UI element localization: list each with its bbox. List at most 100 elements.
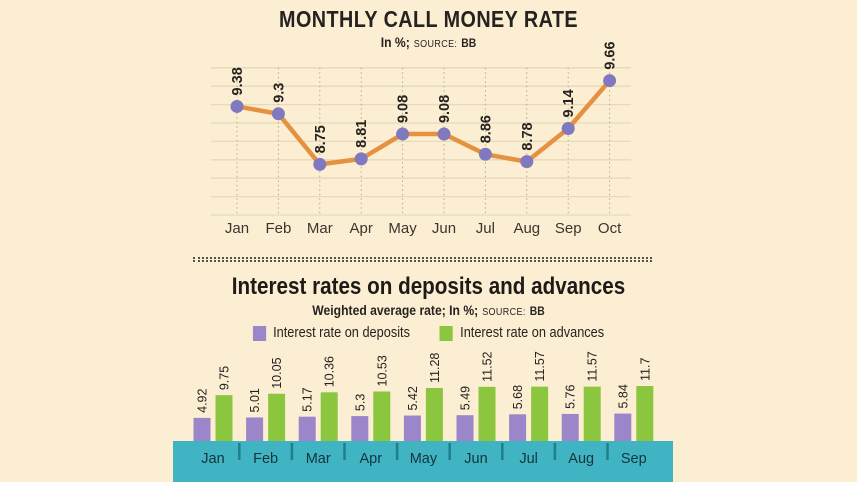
data-point — [354, 152, 368, 166]
interest-rates-title: Interest rates on deposits and advances — [231, 273, 626, 300]
month-label: Feb — [253, 451, 278, 467]
source-value: BB — [461, 38, 477, 50]
deposit-value-label: 5.49 — [459, 386, 473, 410]
deposit-bar — [456, 415, 474, 441]
source-value: BB — [529, 306, 545, 318]
value-label: 9.14 — [561, 89, 577, 117]
deposit-bar — [246, 417, 264, 441]
deposit-value-label: 5.68 — [511, 385, 525, 409]
value-label: 9.08 — [396, 95, 412, 123]
advance-bar — [531, 386, 549, 441]
data-point — [313, 157, 327, 171]
deposit-value-label: 5.01 — [248, 388, 262, 412]
interest-rates-header: Interest rates on deposits and advances … — [0, 273, 857, 341]
deposit-bar — [193, 417, 211, 441]
advance-value-label: 10.05 — [270, 357, 284, 388]
month-label: Aug — [568, 451, 594, 467]
value-label: 9.38 — [230, 67, 246, 95]
advance-value-label: 11.52 — [481, 351, 495, 381]
section-divider — [193, 257, 652, 262]
month-label: Mar — [307, 220, 333, 237]
unit-label: Weighted average rate; In %; — [312, 303, 479, 318]
deposit-value-label: 5.76 — [564, 385, 578, 409]
deposit-bar — [614, 413, 632, 441]
advance-bar — [373, 391, 391, 441]
advance-bar — [215, 395, 233, 441]
deposit-bar — [298, 416, 316, 441]
data-point — [396, 127, 410, 141]
data-point — [561, 122, 575, 136]
legend: Interest rate on deposits Interest rate … — [51, 325, 805, 341]
legend-item-advances: Interest rate on advances — [439, 325, 605, 341]
deposit-value-label: 4.92 — [196, 388, 210, 412]
data-point — [520, 155, 534, 169]
legend-label-deposits: Interest rate on deposits — [273, 325, 410, 341]
deposits-swatch-icon — [252, 325, 267, 341]
data-point — [437, 127, 451, 141]
data-point — [603, 74, 617, 88]
value-label: 8.75 — [313, 125, 329, 153]
month-label: Mar — [306, 451, 331, 467]
call-money-subtitle: In %; SOURCE: BB — [43, 34, 814, 52]
month-label: Jan — [225, 220, 249, 237]
month-label: Sep — [555, 220, 582, 237]
month-label: Jul — [476, 220, 495, 237]
advance-bar — [478, 386, 496, 441]
advances-swatch-icon — [439, 325, 454, 341]
month-label: Jan — [201, 451, 224, 467]
month-label: May — [388, 220, 417, 237]
deposit-bar — [351, 416, 369, 441]
call-money-title: MONTHLY CALL MONEY RATE — [279, 6, 578, 32]
deposit-value-label: 5.17 — [301, 387, 315, 411]
data-point — [230, 99, 244, 113]
data-point — [478, 147, 492, 161]
advance-bar — [636, 386, 654, 441]
advance-value-label: 11.57 — [533, 351, 547, 381]
data-point — [271, 107, 285, 121]
month-label: May — [410, 451, 438, 467]
interest-rates-subtitle: Weighted average rate; In %; SOURCE: BB — [43, 302, 814, 320]
month-label: Sep — [621, 451, 647, 467]
month-label: Feb — [265, 220, 291, 237]
deposit-bar — [561, 413, 579, 441]
month-label: Apr — [360, 451, 383, 467]
advance-bar — [268, 393, 286, 441]
deposit-value-label: 5.42 — [406, 386, 420, 410]
value-label: 9.08 — [437, 95, 453, 123]
advance-value-label: 9.75 — [218, 366, 232, 390]
advance-value-label: 11.28 — [428, 353, 442, 383]
month-label: Oct — [598, 220, 622, 237]
deposit-bar — [403, 415, 421, 441]
source-label: SOURCE: — [482, 307, 526, 318]
value-label: 8.78 — [520, 122, 536, 150]
legend-label-advances: Interest rate on advances — [460, 325, 605, 341]
x-axis-band — [173, 441, 673, 482]
call-money-line-chart: 9.38 9.3 8.75 8.81 9.08 9.08 8.86 8.78 9.14 9.66 J… — [211, 41, 631, 237]
month-label: Jun — [464, 451, 487, 467]
deposit-value-label: 5.3 — [353, 394, 367, 411]
deposit-value-label: 5.84 — [616, 384, 630, 408]
value-label: 9.3 — [271, 83, 287, 103]
value-label: 8.86 — [478, 115, 494, 143]
source-label: SOURCE: — [413, 39, 458, 50]
value-label: 8.81 — [354, 120, 370, 148]
advance-bar — [425, 387, 443, 441]
advance-bar — [320, 392, 338, 441]
rate-line — [234, 78, 612, 167]
month-label: Aug — [513, 220, 540, 237]
advance-value-label: 10.53 — [375, 355, 389, 386]
deposits-advances-bar-chart: 4.92 9.75 Jan 5.01 10.05 Feb 5.17 10.36 Mar 5.3 10… — [173, 351, 673, 482]
deposit-bar — [509, 414, 527, 441]
month-label: Jun — [432, 220, 456, 237]
value-label: 9.66 — [603, 41, 619, 69]
call-money-header: MONTHLY CALL MONEY RATE In %; SOURCE: BB — [0, 6, 857, 52]
advance-value-label: 10.36 — [323, 356, 337, 387]
advance-value-label: 11.7 — [638, 358, 652, 381]
month-label: Jul — [519, 451, 538, 467]
advance-value-label: 11.57 — [586, 351, 600, 381]
advance-bar — [583, 386, 601, 441]
legend-item-deposits: Interest rate on deposits — [252, 325, 410, 341]
month-label: Apr — [350, 220, 373, 237]
unit-label: In %; — [380, 35, 410, 50]
